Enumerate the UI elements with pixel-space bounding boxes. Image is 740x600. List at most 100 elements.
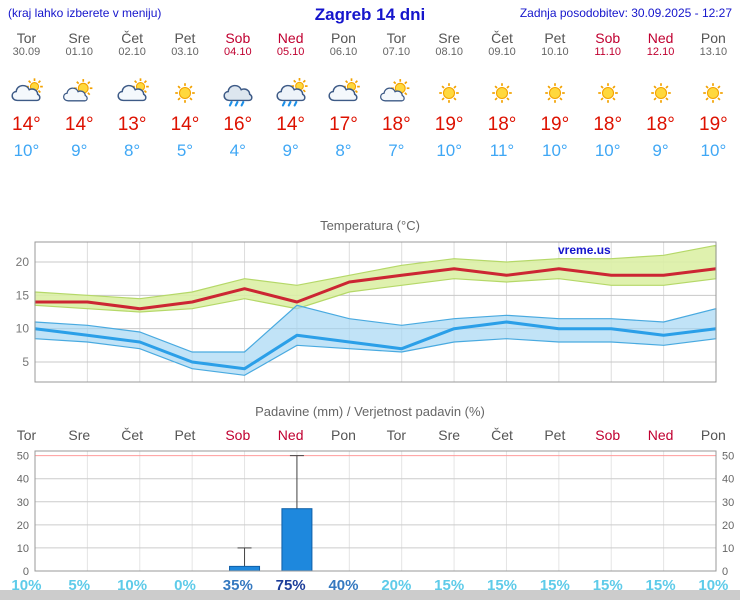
partly-cloudy-icon	[0, 77, 53, 109]
days-strip: Tor 30.09 14° 10° Sre 01.10 14° 9° Čet 02.10 13° 8°…	[0, 30, 740, 161]
day-date: 13.10	[699, 46, 728, 58]
day-date: 08.10	[435, 46, 463, 58]
day-name: Čet	[491, 30, 513, 46]
precipitation-chart-title: Padavine (mm) / Verjetnost padavin (%)	[255, 404, 485, 419]
temperature-chart-title: Temperatura (°C)	[320, 218, 420, 233]
day-date: 04.10	[224, 46, 252, 58]
sunny-icon	[581, 77, 634, 109]
precip-probability: 15%	[645, 577, 676, 594]
partly-cloudy-glyph	[11, 78, 44, 102]
svg-text:0: 0	[722, 566, 728, 576]
precip-probability: 15%	[487, 577, 518, 594]
day-name: Tor	[386, 30, 407, 46]
day-date: 03.10	[171, 46, 199, 58]
precip-day-label: Pon	[700, 427, 726, 443]
max-temperature: 14°	[276, 114, 305, 135]
precip-probability: 35%	[222, 577, 253, 594]
watermark: vreme.us	[558, 243, 611, 257]
svg-text:40: 40	[722, 474, 734, 486]
header: (kraj lahko izberete v meniju) Zagreb 14…	[0, 5, 740, 25]
precip-probability: 10%	[698, 577, 729, 594]
precipitation-section: Padavine (mm) / Verjetnost padavin (%) T…	[0, 404, 740, 594]
precip-probability: 15%	[592, 577, 623, 594]
precip-day-label: Pon	[331, 427, 356, 443]
min-temperature: 5°	[176, 141, 194, 160]
day-column: Čet 09.10 18° 11°	[476, 30, 529, 161]
precipitation-chart: 0 0 10 10 20 20 30 30 40 40 50 50	[17, 450, 734, 576]
day-name: Pet	[174, 30, 196, 46]
partly-cloudy-icon	[106, 77, 159, 109]
precip-probability: 10%	[117, 577, 148, 594]
max-temperature: 19°	[540, 114, 570, 135]
sunny-glyph	[545, 83, 565, 103]
day-date: 05.10	[276, 46, 305, 58]
precip-probability: 40%	[328, 577, 359, 594]
rain-glyph	[223, 84, 253, 107]
max-temp-line	[35, 267, 717, 311]
max-temperature: 18°	[381, 114, 411, 135]
day-date: 07.10	[382, 46, 411, 58]
day-column: Sre 01.10 14° 9°	[53, 30, 106, 161]
sunny-icon	[687, 77, 740, 109]
day-name: Sob	[595, 30, 621, 46]
min-temperature: 8°	[335, 141, 352, 160]
footer-bar	[0, 590, 740, 600]
svg-text:15: 15	[16, 288, 30, 302]
day-column: Pon 13.10 19° 10°	[687, 30, 740, 161]
max-temperature: 14°	[64, 114, 94, 135]
day-date: 06.10	[329, 46, 358, 58]
sun-showers-glyph	[276, 78, 308, 107]
precip-bar	[229, 565, 261, 572]
day-name: Ned	[647, 30, 674, 46]
day-name: Pon	[331, 30, 356, 46]
min-temperature: 9°	[652, 141, 669, 160]
precip-day-labels: Tor Sre Čet Pet Sob Ned Pon Tor Sre Čet Pet Sob Ned P…	[0, 427, 740, 444]
sunny-icon	[476, 77, 529, 109]
partly-sunny-glyph	[380, 79, 410, 102]
day-name: Sob	[225, 30, 251, 46]
svg-text:10: 10	[17, 543, 29, 555]
max-temperature: 19°	[434, 114, 464, 135]
precip-probability: 0%	[174, 577, 196, 594]
svg-text:20: 20	[17, 520, 29, 532]
min-temperature: 8°	[123, 141, 141, 160]
precip-day-label: Sob	[225, 427, 251, 443]
sun-showers-icon	[264, 77, 317, 109]
day-column: Pet 03.10 14° 5°	[159, 30, 212, 161]
partly-cloudy-icon	[317, 77, 370, 109]
precip-bar	[281, 508, 313, 572]
day-column: Pet 10.10 19° 10°	[528, 30, 581, 161]
precip-probability: 10%	[11, 577, 42, 594]
sunny-glyph	[703, 83, 724, 103]
sunny-glyph	[439, 83, 459, 103]
day-column: Čet 02.10 13° 8°	[106, 30, 159, 161]
page-title: Zagreb 14 dni	[314, 5, 426, 24]
svg-text:30: 30	[722, 497, 734, 509]
max-temperature: 14°	[170, 114, 200, 135]
day-column: Pon 06.10 17° 8°	[317, 30, 370, 161]
max-temperature: 14°	[12, 114, 41, 135]
svg-text:10: 10	[722, 543, 734, 555]
menu-note: (kraj lahko izberete v meniju)	[8, 6, 162, 20]
day-column: Tor 07.10 18° 7°	[370, 30, 423, 161]
last-update: Zadnja posodobitev: 30.09.2025 - 12:27	[519, 6, 732, 20]
min-temperature: 10°	[594, 141, 621, 160]
day-name: Tor	[16, 30, 37, 46]
min-temperature: 9°	[282, 141, 299, 160]
day-date: 01.10	[65, 46, 94, 58]
precip-day-label: Pet	[544, 427, 566, 443]
temperature-chart: 5 10 15 20 vreme.us	[16, 241, 717, 383]
precip-day-label: Ned	[647, 427, 674, 443]
sunny-glyph	[175, 83, 195, 103]
day-name: Ned	[277, 30, 304, 46]
day-column: Ned 12.10 18° 9°	[634, 30, 687, 161]
day-column: Ned 05.10 14° 9°	[264, 30, 317, 161]
svg-text:10: 10	[16, 322, 30, 336]
rain-icon	[211, 77, 264, 109]
day-date: 12.10	[646, 46, 675, 58]
day-name: Pet	[544, 30, 566, 46]
day-column: Tor 30.09 14° 10°	[0, 30, 53, 161]
sunny-glyph	[597, 83, 618, 103]
partly-cloudy-glyph	[117, 78, 149, 102]
day-column: Sre 08.10 19° 10°	[423, 30, 476, 161]
